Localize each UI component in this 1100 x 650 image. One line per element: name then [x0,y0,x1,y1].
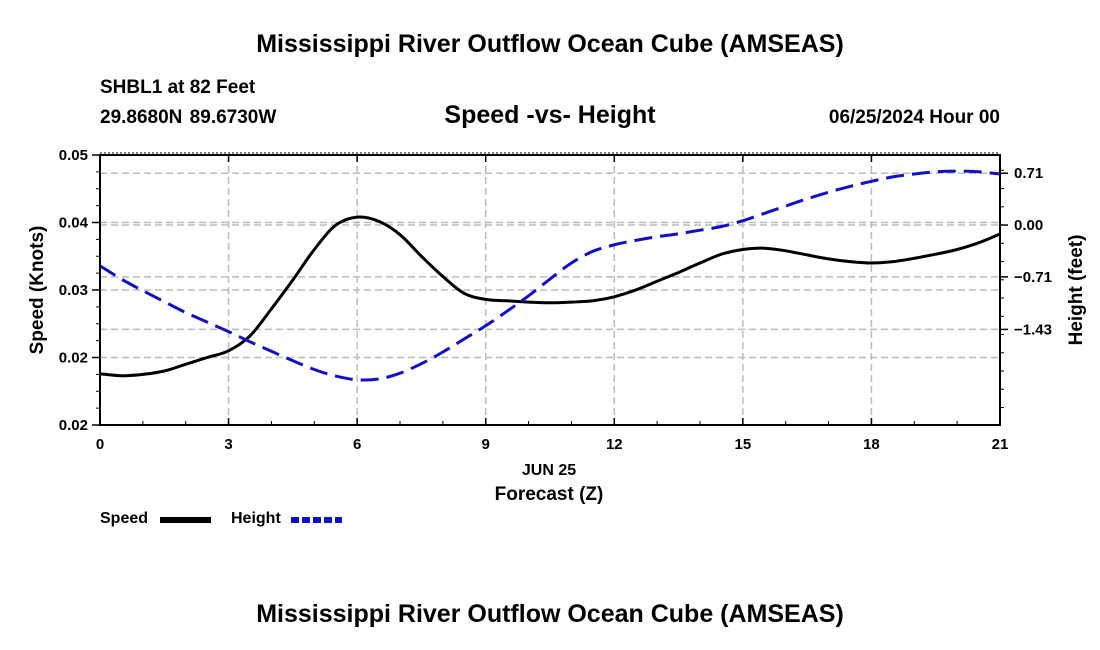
right-tick-label: −1.43 [1014,321,1052,338]
legend-height-label: Height [231,510,281,527]
x-tick-label: 12 [606,436,623,453]
x-tick-label: 21 [992,436,1009,453]
left-tick-label: 0.02 [59,417,88,434]
left-axis-title: Speed (Knots) [27,226,48,355]
x-tick-label: 9 [482,436,490,453]
series-line-height [99,169,1001,382]
axis-ticks: 0 3 6 9 12 15 18 21 0.02 0.02 0.03 0.04 0.05 0.71 0.00… [59,147,1052,453]
x-axis-date-label: JUN 25 [522,462,576,479]
x-tick-label: 3 [224,436,232,453]
left-tick-label: 0.03 [59,282,88,299]
left-tick-label: 0.04 [59,215,89,232]
right-tick-label: 0.00 [1014,217,1043,234]
forecast-datetime: 06/25/2024 Hour 00 [828,107,1000,128]
x-tick-label: 15 [735,436,752,453]
right-tick-label: −0.71 [1014,269,1052,286]
legend-speed-label: Speed [100,510,149,527]
right-axis-title: Height (feet) [1066,235,1087,346]
station-label: SHBL1 at 82 Feet [100,77,256,98]
right-tick-label: 0.71 [1014,165,1043,182]
main-title: Mississippi River Outflow Ocean Cube (AM… [256,30,844,58]
x-tick-label: 0 [96,436,104,453]
chart-title: Speed -vs- Height [444,101,656,129]
x-tick-label: 18 [863,436,880,453]
grid-lines [100,155,1000,425]
coordinates-label: 29.8680N 89.6730W [100,107,277,128]
series-lines [99,169,1001,382]
left-tick-label: 0.05 [59,147,88,164]
series-line-speed [99,215,1001,378]
x-tick-label: 6 [353,436,361,453]
bottom-title: Mississippi River Outflow Ocean Cube (AM… [256,600,844,628]
x-axis-title: Forecast (Z) [495,484,604,505]
left-tick-label: 0.02 [59,350,88,367]
